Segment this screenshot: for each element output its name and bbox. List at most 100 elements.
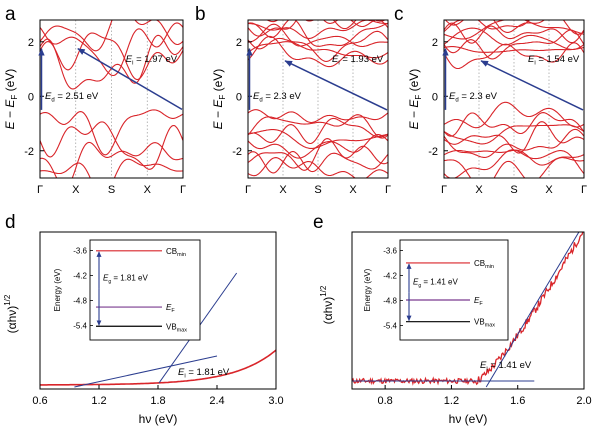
band-panel-a: -2 0 2 Γ X S X Γa E − EF (eV) Ei = 1.97 eV Ed = 2.… xyxy=(3,4,186,196)
x-tick-label: X xyxy=(144,184,152,196)
x-tick-label: X xyxy=(475,184,483,196)
x-tick-label: X xyxy=(545,184,553,196)
band-line xyxy=(248,41,388,59)
x-tick-label: 1.2 xyxy=(91,395,106,407)
band-line xyxy=(248,138,388,171)
band-line xyxy=(444,157,584,178)
y-tick-label: 2 xyxy=(236,37,242,49)
band-line xyxy=(444,46,584,53)
gap-label: Ei = 1.81 eV xyxy=(178,367,230,380)
band-line xyxy=(248,20,388,37)
indirect-gap-arrow xyxy=(480,60,584,111)
x-tick-label: X xyxy=(279,184,287,196)
band-line xyxy=(248,117,388,145)
energy-level-inset: -3.6 -4.2 -4.8 -5.4 Energy (eV) CBmin EF VBmax E… xyxy=(363,239,509,341)
band-line xyxy=(444,101,584,129)
x-tick-label: 2.0 xyxy=(576,395,591,407)
band-line xyxy=(248,157,388,178)
x-tick-label: Γ xyxy=(441,184,447,196)
inset-gap-label: Eg = 1.81 eV xyxy=(103,274,148,286)
absorption-curve xyxy=(40,349,276,386)
band-line xyxy=(40,158,183,178)
direct-gap-label: Ed = 2.3 eV xyxy=(449,91,498,104)
x-tick-label: S xyxy=(108,184,115,196)
inset-frame xyxy=(399,239,509,341)
band-line xyxy=(40,32,183,81)
inset-tick-label: -4.2 xyxy=(383,271,397,280)
panel-letter: c xyxy=(394,4,404,25)
x-tick-label: 0.8 xyxy=(377,395,392,407)
band-line xyxy=(444,149,584,178)
band-line xyxy=(248,129,388,149)
band-line xyxy=(40,141,183,178)
x-tick-label: 0.6 xyxy=(32,395,47,407)
direct-gap-label: Ed = 2.3 eV xyxy=(253,91,302,104)
y-axis-label: (αhν)1/2 xyxy=(319,285,335,324)
indirect-gap-arrow xyxy=(284,60,388,111)
y-axis-label: E − EF (eV) xyxy=(407,69,423,130)
indirect-gap-label: Ei = 1.97 eV xyxy=(126,54,178,67)
energy-level-label: CBmin xyxy=(166,247,186,258)
y-tick-label: -2 xyxy=(232,146,242,158)
y-axis-label: E − EF (eV) xyxy=(3,69,19,130)
panel-letter: d xyxy=(5,212,16,233)
tauc-panel-e: 0.8 1.2 1.6 2.0 hν (eV) (αhν)1/2 e Ei = 1.41 eV… xyxy=(313,212,592,426)
y-tick-label: 2 xyxy=(432,37,438,49)
band-line xyxy=(40,109,183,156)
indirect-gap-arrow xyxy=(77,47,183,110)
band-line xyxy=(444,20,584,35)
x-tick-label: S xyxy=(510,184,517,196)
energy-level-inset: -3.6 -4.2 -4.8 -5.4 Energy (eV) CBmin EF VBmax E… xyxy=(53,239,201,341)
band-line xyxy=(444,112,584,137)
bands xyxy=(40,20,183,178)
inset-tick-label: -5.4 xyxy=(383,321,397,330)
band-line xyxy=(444,20,584,40)
band-line xyxy=(248,114,388,139)
band-line xyxy=(40,20,183,52)
plot-frame xyxy=(247,19,389,179)
fit-line-steep xyxy=(485,232,580,388)
plot-frame xyxy=(39,19,184,179)
inset-tick-label: -4.8 xyxy=(383,296,397,305)
band-line xyxy=(40,22,183,77)
inset-tick-label: -3.6 xyxy=(73,246,87,255)
band-line xyxy=(248,30,388,62)
inset-gap-label: Eg = 1.41 eV xyxy=(413,277,458,289)
plot-frame xyxy=(443,19,585,179)
x-tick-label: Γ xyxy=(581,184,587,196)
y-tick-label: -2 xyxy=(428,146,438,158)
panel-letter: e xyxy=(313,212,324,233)
inset-tick-label: -5.4 xyxy=(73,321,87,330)
y-tick-label: -2 xyxy=(24,146,34,158)
indirect-gap-label: Ei = 1.93 eV xyxy=(332,54,384,67)
bands xyxy=(248,20,388,178)
panel-letter: a xyxy=(5,4,16,25)
indirect-gap-label: Ei = 1.54 eV xyxy=(528,54,580,67)
band-line xyxy=(248,109,388,124)
x-tick-label: X xyxy=(72,184,80,196)
x-axis-label: hν (eV) xyxy=(449,412,488,426)
y-tick-label: 2 xyxy=(28,37,34,49)
y-axis-label: (αhν)1/2 xyxy=(3,294,19,333)
inset-tick-label: -3.6 xyxy=(383,246,397,255)
band-line xyxy=(444,42,584,70)
band-line xyxy=(248,20,388,47)
inset-tick-label: -4.2 xyxy=(73,271,87,280)
energy-level-label: VBmax xyxy=(474,318,495,329)
x-tick-label: 1.6 xyxy=(510,395,525,407)
y-tick-label: 0 xyxy=(432,91,438,103)
x-tick-label: Γ xyxy=(385,184,391,196)
x-tick-label: 3.0 xyxy=(268,395,283,407)
inset-frame xyxy=(89,239,201,341)
band-line xyxy=(266,20,387,30)
band-panel-c: -2 0 2 Γ X S X Γc E − EF (eV) Ei = 1.54 eV Ed = 2.… xyxy=(394,4,587,196)
bands xyxy=(444,20,584,178)
x-tick-label: 1.2 xyxy=(444,395,459,407)
x-tick-label: Γ xyxy=(245,184,251,196)
inset-y-label: Energy (eV) xyxy=(363,268,372,311)
band-line xyxy=(444,20,531,30)
band-line xyxy=(248,35,388,68)
band-line xyxy=(444,124,584,145)
gap-label: Ei = 1.41 eV xyxy=(480,360,532,373)
